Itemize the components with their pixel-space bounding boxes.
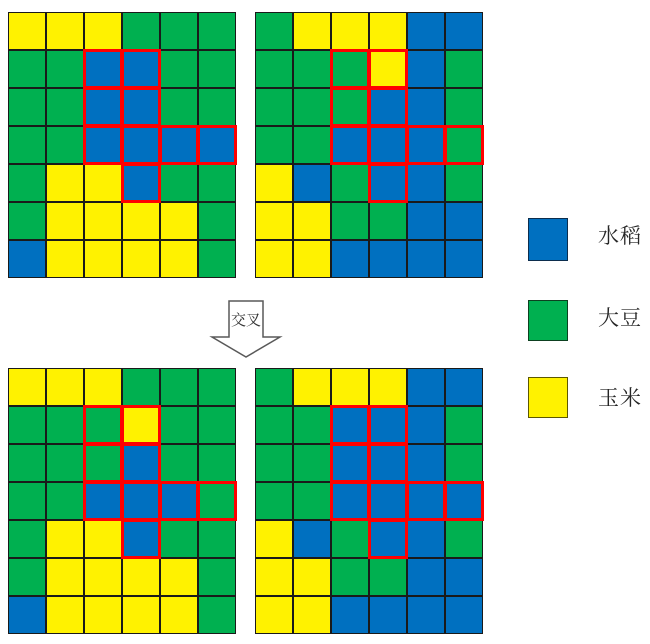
svg-text:交叉: 交叉: [231, 309, 261, 330]
